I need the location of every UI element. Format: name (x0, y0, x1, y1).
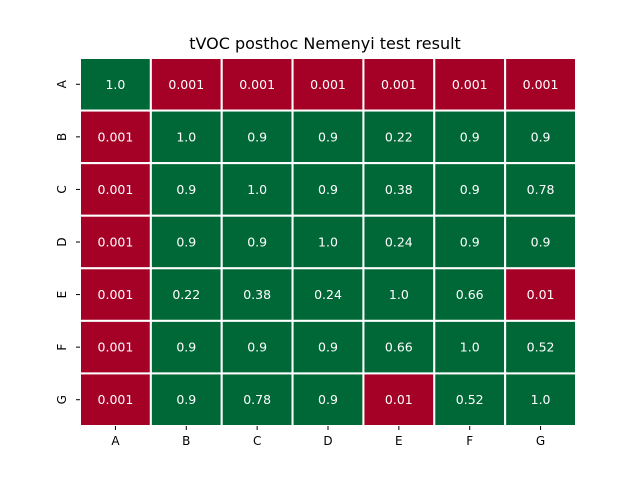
cell-value-label: 0.24 (314, 287, 342, 302)
cell-value-label: 0.01 (527, 287, 555, 302)
cell-value-label: 0.9 (460, 182, 480, 197)
cell-value-label: 0.001 (98, 340, 134, 355)
cell-value-label: 0.38 (243, 287, 271, 302)
cell-value-label: 0.001 (98, 129, 134, 144)
cell-value-label: 0.001 (452, 77, 488, 92)
cell-value-label: 0.9 (531, 235, 551, 250)
cell-value-label: 0.78 (243, 392, 271, 407)
heatmap-cell-c-e (362, 162, 436, 217)
cell-value-label: 0.001 (310, 77, 346, 92)
x-tick-label: B (182, 434, 190, 448)
cell-value-label: 0.66 (456, 287, 484, 302)
cell-value-label: 0.9 (176, 340, 196, 355)
heatmap-cell-g-d (291, 372, 365, 427)
heatmap-cell-e-c (220, 267, 294, 322)
cell-value-label: 0.001 (98, 392, 134, 407)
cell-value-label: 0.9 (318, 129, 338, 144)
cell-value-label: 1.0 (105, 77, 125, 92)
y-tick-label: D (55, 237, 69, 246)
cell-value-label: 1.0 (389, 287, 409, 302)
x-tick-label: D (323, 434, 332, 448)
cell-value-label: 1.0 (318, 235, 338, 250)
cell-value-label: 0.001 (98, 235, 134, 250)
cell-value-label: 0.9 (531, 129, 551, 144)
cell-value-label: 0.9 (318, 392, 338, 407)
heatmap-cell-e-a (79, 267, 152, 322)
cell-value-label: 0.78 (527, 182, 555, 197)
cell-value-label: 0.001 (98, 287, 134, 302)
cell-value-label: 0.001 (523, 77, 559, 92)
cell-value-label: 0.001 (381, 77, 417, 92)
heatmap-cell-c-b (149, 162, 223, 217)
cell-value-label: 0.9 (247, 235, 267, 250)
heatmap-cell-f-a (79, 319, 152, 375)
heatmap-cell-d-a (79, 214, 152, 270)
y-tick-label: A (55, 79, 69, 88)
cell-value-label: 0.9 (247, 340, 267, 355)
cell-value-label: 0.9 (460, 129, 480, 144)
cell-value-label: 0.9 (318, 182, 338, 197)
x-tick-label: A (111, 434, 120, 448)
heatmap-cell-a-f (433, 57, 507, 112)
cell-value-label: 0.24 (385, 235, 413, 250)
heatmap-cell-b-e (362, 109, 436, 165)
x-tick-label: C (253, 434, 261, 448)
cell-value-label: 0.9 (176, 235, 196, 250)
heatmap-cell-d-f (433, 214, 507, 270)
heatmap-cell-g-e (362, 372, 436, 427)
y-tick-label: F (55, 344, 69, 351)
cell-value-label: 0.9 (318, 340, 338, 355)
heatmap-cell-c-f (433, 162, 507, 217)
x-tick-label: E (395, 434, 403, 448)
cell-value-label: 0.001 (98, 182, 134, 197)
cell-value-label: 0.52 (456, 392, 484, 407)
y-tick-label: G (55, 395, 69, 404)
cell-value-label: 0.22 (385, 129, 413, 144)
y-tick-label: E (55, 291, 69, 299)
heatmap-cell-b-g (504, 109, 577, 165)
heatmap-cell-d-b (149, 214, 223, 270)
cell-value-label: 0.9 (247, 129, 267, 144)
heatmap-cell-f-b (149, 319, 223, 375)
x-axis: A B C D E F G (111, 426, 545, 448)
cell-value-label: 0.38 (385, 182, 413, 197)
heatmap-cell-c-g (504, 162, 577, 217)
x-tick-label: G (536, 434, 545, 448)
y-tick-label: B (55, 133, 69, 141)
cell-value-label: 1.0 (247, 182, 267, 197)
heatmap-cell-f-g (504, 319, 577, 375)
cell-value-label: 0.9 (176, 392, 196, 407)
heatmap-cell-g-g (504, 372, 577, 427)
cell-value-label: 0.01 (385, 392, 413, 407)
cell-value-label: 1.0 (460, 340, 480, 355)
heatmap-cell-g-c (220, 372, 294, 427)
heatmap-cell-g-f (433, 372, 507, 427)
cell-value-label: 1.0 (176, 129, 196, 144)
heatmap-cells: 1.0 0.001 0.001 0.001 0.001 0.001 0.001 0.001 1.… (79, 57, 577, 427)
cell-value-label: 0.52 (527, 340, 555, 355)
cell-value-label: 0.9 (176, 182, 196, 197)
heatmap-cell-b-c (220, 109, 294, 165)
chart-title: tVOC posthoc Nemenyi test result (189, 34, 461, 53)
y-axis: A B C D E F G (55, 79, 80, 404)
cell-value-label: 0.001 (239, 77, 275, 92)
heatmap-cell-c-c (220, 162, 294, 217)
cell-value-label: 1.0 (531, 392, 551, 407)
cell-value-label: 0.22 (172, 287, 200, 302)
cell-value-label: 0.9 (460, 235, 480, 250)
cell-value-label: 0.66 (385, 340, 413, 355)
y-tick-label: C (55, 185, 69, 193)
x-tick-label: F (466, 434, 473, 448)
cell-value-label: 0.001 (168, 77, 204, 92)
